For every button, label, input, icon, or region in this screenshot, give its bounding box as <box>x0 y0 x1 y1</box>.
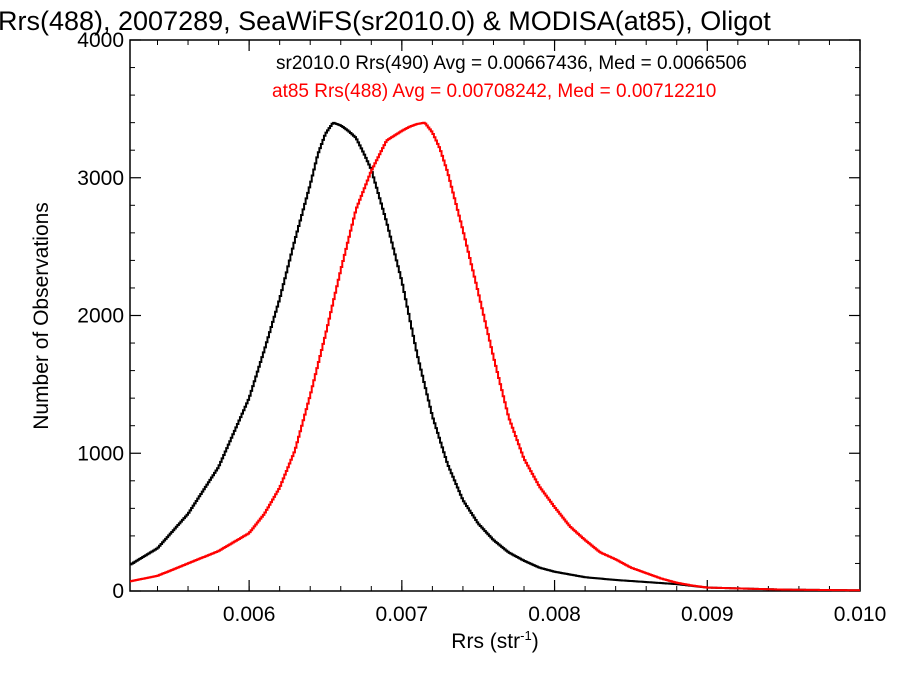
series-line-at85 <box>130 121 860 592</box>
x-axis-label-main: Rrs (str <box>451 630 520 653</box>
y-tick-label: 4000 <box>77 29 124 52</box>
x-axis-label: Rrs (str-1) <box>451 628 538 653</box>
legend-entry-at85: at85 Rrs(488) Avg = 0.00708242, Med = 0.… <box>272 81 716 102</box>
x-tick-label: 0.009 <box>681 603 734 626</box>
x-axis-label-exponent: -1 <box>520 628 532 643</box>
series-line-sr2010 <box>130 121 860 592</box>
x-tick-label: 0.006 <box>223 603 276 626</box>
x-tick-label: 0.010 <box>834 603 887 626</box>
chart-title: Rrs(488), 2007289, SeaWiFS(sr2010.0) & M… <box>0 6 771 36</box>
y-tick-label: 2000 <box>77 305 124 328</box>
y-tick-label: 3000 <box>77 167 124 190</box>
axis-ticks: 0.006 0.007 0.008 0.009 0.010 0 1000 2000 3000 40… <box>77 29 886 626</box>
plot-frame <box>129 39 861 592</box>
x-tick-label: 0.008 <box>528 603 581 626</box>
y-tick-label: 0 <box>112 580 124 603</box>
series-group <box>130 121 860 592</box>
x-axis-label-close: ) <box>532 630 539 653</box>
y-tick-label: 1000 <box>77 442 124 465</box>
x-tick-label: 0.007 <box>376 603 429 626</box>
y-axis-label: Number of Observations <box>30 202 53 430</box>
legend-entry-sr2010: sr2010.0 Rrs(490) Avg = 0.00667436, Med … <box>276 53 747 74</box>
